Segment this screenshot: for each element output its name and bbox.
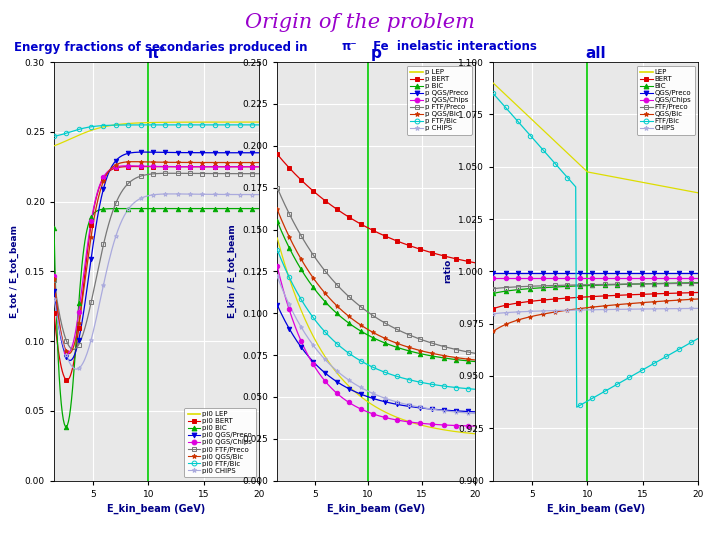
- Title: p: p: [371, 46, 382, 61]
- Legend: p LEP, p BERT, p BIC, p QGS/Preco, p QGS/Chips, p FTF/Preco, p QGS/Bic, p FTF/Bi: p LEP, p BERT, p BIC, p QGS/Preco, p QGS…: [407, 65, 472, 135]
- Legend: pi0 LEP, pi0 BERT, pi0 BIC, pi0 QGS/Preco, pi0 QGS/Chips, pi0 FTF/Preco, pi0 QGS: pi0 LEP, pi0 BERT, pi0 BIC, pi0 QGS/Prec…: [184, 408, 256, 477]
- Y-axis label: ratio: ratio: [444, 259, 453, 284]
- Text: Fe  inelastic interactions: Fe inelastic interactions: [369, 40, 537, 53]
- Text: Energy fractions of secondaries produced in: Energy fractions of secondaries produced…: [14, 40, 312, 53]
- X-axis label: E_kin_beam (GeV): E_kin_beam (GeV): [546, 504, 645, 515]
- X-axis label: E_kin_beam (GeV): E_kin_beam (GeV): [107, 504, 206, 515]
- Text: Origin of the problem: Origin of the problem: [245, 14, 475, 32]
- X-axis label: E_kin_beam (GeV): E_kin_beam (GeV): [327, 504, 426, 515]
- Y-axis label: E_tot / E_tot_beam: E_tot / E_tot_beam: [10, 225, 19, 318]
- Legend: LEP, BERT, BIC, QGS/Preco, QGS/Chips, FTF/Preco, QGS/Bic, FTF/Bic, CHIPS: LEP, BERT, BIC, QGS/Preco, QGS/Chips, FT…: [636, 65, 695, 135]
- Y-axis label: E_kin / E_tot_beam: E_kin / E_tot_beam: [228, 225, 237, 318]
- Title: all: all: [585, 46, 606, 61]
- Text: π⁻: π⁻: [342, 40, 358, 53]
- Title: π°: π°: [147, 46, 166, 61]
